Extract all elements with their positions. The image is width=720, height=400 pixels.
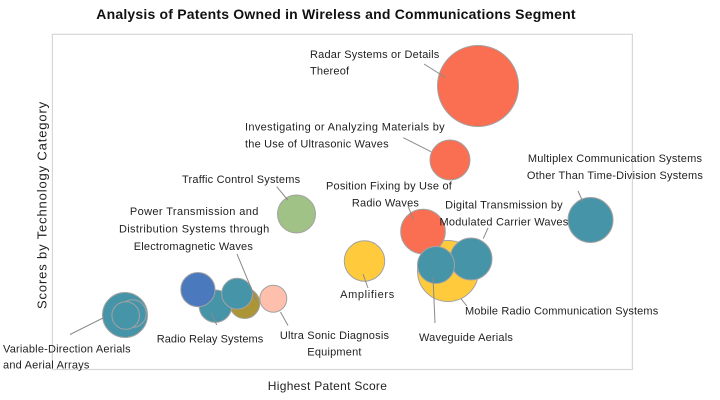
svg-text:Variable-Direction Aerials: Variable-Direction Aerials xyxy=(3,344,131,356)
svg-text:Radar Systems or Details: Radar Systems or Details xyxy=(310,49,440,61)
svg-text:and Aerial Arrays: and Aerial Arrays xyxy=(3,360,90,372)
svg-text:Equipment: Equipment xyxy=(307,347,361,359)
svg-text:Modulated Carrier Waves: Modulated Carrier Waves xyxy=(440,217,569,229)
svg-text:Ultra Sonic Diagnosis: Ultra Sonic Diagnosis xyxy=(280,330,390,342)
svg-text:Radio Waves: Radio Waves xyxy=(352,198,420,210)
svg-text:Electromagnetic Waves: Electromagnetic Waves xyxy=(134,241,254,253)
svg-text:Position Fixing by Use of: Position Fixing by Use of xyxy=(326,181,453,193)
svg-text:Investigating or Analyzing Mat: Investigating or Analyzing Materials by xyxy=(245,122,445,134)
svg-text:Radio Relay Systems: Radio Relay Systems xyxy=(157,334,264,346)
svg-text:Multiplex Communication System: Multiplex Communication Systems xyxy=(528,153,703,165)
svg-text:Highest Patent Score: Highest Patent Score xyxy=(268,379,387,393)
svg-text:Traffic Control Systems: Traffic Control Systems xyxy=(182,174,301,186)
svg-text:Scores by Technology Category: Scores by Technology Category xyxy=(35,101,50,309)
svg-text:Waveguide Aerials: Waveguide Aerials xyxy=(419,332,513,344)
svg-text:Digital Transmission by: Digital Transmission by xyxy=(445,200,563,212)
svg-text:Amplifiers: Amplifiers xyxy=(340,289,395,301)
svg-text:Analysis of Patents Owned in W: Analysis of Patents Owned in Wireless an… xyxy=(96,6,576,22)
svg-text:Mobile Radio Communication Sys: Mobile Radio Communication Systems xyxy=(465,306,659,318)
svg-text:Power Transmission and: Power Transmission and xyxy=(130,206,259,218)
svg-text:Distribution Systems through: Distribution Systems through xyxy=(119,224,270,236)
svg-text:Other Than Time-Division Syste: Other Than Time-Division Systems xyxy=(527,170,703,182)
svg-text:the Use of Ultrasonic Waves: the Use of Ultrasonic Waves xyxy=(245,139,389,151)
svg-text:Thereof: Thereof xyxy=(310,66,350,78)
